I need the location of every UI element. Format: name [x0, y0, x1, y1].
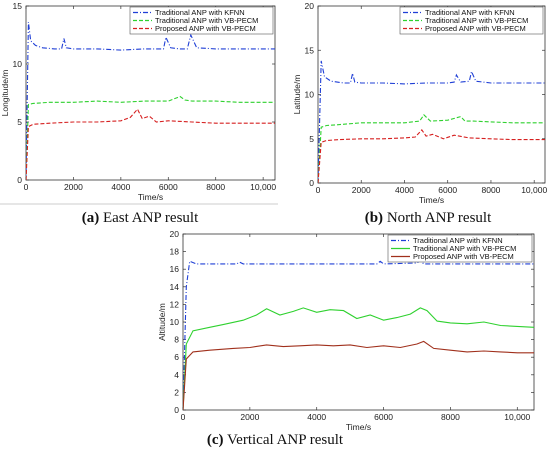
y-tick-label: 15 [305, 45, 315, 55]
x-tick-label: 10,000 [504, 412, 530, 422]
panel-c-vertical: 0 2000 4000 6000 8000 10,000 0 2 4 6 8 10 12 14 16 18 20… [157, 229, 535, 448]
y-tick-label: 5 [17, 117, 22, 127]
legend-entry: Traditional ANP with VB-PECM [425, 16, 528, 25]
series-line-1 [26, 22, 275, 180]
x-tick-label: 10,000 [521, 185, 547, 195]
legend-box [387, 234, 533, 263]
x-axis-label: Time/s [138, 192, 163, 202]
legend-entry: Traditional ANP with VB-PECM [155, 16, 258, 25]
x-tick-label: 6000 [159, 182, 178, 192]
panel-caption: (c) Vertical ANP result [207, 432, 344, 448]
panel-b-north: 0 2000 4000 6000 8000 10,000 0 5 10 15 20 Time/s Lat… [292, 1, 547, 226]
legend-entry: Proposed ANP with VB-PECM [155, 24, 256, 33]
y-axis-label: Latitude/m [292, 75, 302, 115]
caption-text: East ANP result [99, 210, 199, 226]
caption-letter: (a) [82, 210, 100, 226]
y-tick-label: 12 [170, 299, 180, 309]
x-axis-label: Time/s [419, 195, 444, 205]
series-line-3 [26, 108, 275, 180]
y-tick-label: 6 [174, 352, 179, 362]
y-tick-label: 10 [170, 317, 180, 327]
x-tick-label: 6000 [438, 185, 457, 195]
legend-entry: Traditional ANP with VB-PECM [413, 244, 516, 253]
y-tick-label: 20 [305, 1, 315, 11]
x-tick-label: 0 [181, 412, 186, 422]
y-axis-label: Altitude/m [157, 303, 167, 341]
y-tick-label: 0 [17, 175, 22, 185]
plot-area [317, 5, 546, 184]
legend-entry: Traditional ANP with KFNN [425, 8, 515, 17]
y-axis-label: Longitude/m [0, 70, 10, 117]
y-tick-label: 5 [309, 134, 314, 144]
legend-box [399, 6, 544, 35]
caption-letter: (c) [207, 432, 224, 448]
x-tick-label: 2000 [352, 185, 371, 195]
series-line-2 [318, 114, 545, 183]
y-tick-label: 10 [13, 59, 23, 69]
legend-entry: Proposed ANP with VB-PECM [413, 252, 514, 261]
series-line-2 [183, 307, 534, 410]
y-tick-label: 0 [174, 405, 179, 415]
caption-letter: (b) [365, 210, 383, 226]
y-tick-label: 18 [170, 247, 180, 257]
series-line-1 [318, 60, 545, 183]
y-tick-label: 20 [170, 229, 180, 239]
legend-box [129, 6, 274, 35]
legend-entry: Traditional ANP with KFNN [155, 8, 245, 17]
panel-a-east: 0 2000 4000 6000 8000 10,000 0 5 10 15 Time/s Longi… [0, 1, 276, 226]
y-tick-label: 8 [174, 335, 179, 345]
y-tick-label: 10 [305, 90, 315, 100]
x-axis-label: Time/s [346, 422, 371, 432]
series-line-3 [183, 340, 534, 410]
y-tick-label: 4 [174, 370, 179, 380]
x-tick-label: 8000 [206, 182, 225, 192]
legend-entry: Traditional ANP with KFNN [413, 236, 503, 245]
y-tick-label: 0 [309, 178, 314, 188]
x-tick-label: 4000 [395, 185, 414, 195]
panel-caption: (a) East ANP result [82, 210, 199, 226]
x-tick-label: 6000 [374, 412, 393, 422]
x-tick-label: 2000 [64, 182, 83, 192]
series-line-2 [26, 95, 275, 180]
caption-text: Vertical ANP result [224, 432, 344, 448]
y-tick-label: 16 [170, 264, 180, 274]
legend-entry: Proposed ANP with VB-PECM [425, 24, 526, 33]
y-tick-label: 14 [170, 282, 180, 292]
panel-caption: (b) North ANP result [365, 210, 492, 226]
series-line-1 [183, 259, 534, 410]
caption-text: North ANP result [383, 210, 492, 226]
x-tick-label: 0 [316, 185, 321, 195]
y-tick-label: 15 [13, 1, 23, 11]
x-tick-label: 2000 [240, 412, 259, 422]
x-tick-label: 10,000 [250, 182, 276, 192]
x-tick-label: 4000 [111, 182, 130, 192]
plot-area [25, 5, 276, 181]
x-tick-label: 8000 [441, 412, 460, 422]
x-tick-label: 8000 [481, 185, 500, 195]
series-line-3 [318, 129, 545, 183]
x-tick-label: 4000 [307, 412, 326, 422]
x-tick-label: 0 [24, 182, 29, 192]
y-tick-label: 2 [174, 387, 179, 397]
